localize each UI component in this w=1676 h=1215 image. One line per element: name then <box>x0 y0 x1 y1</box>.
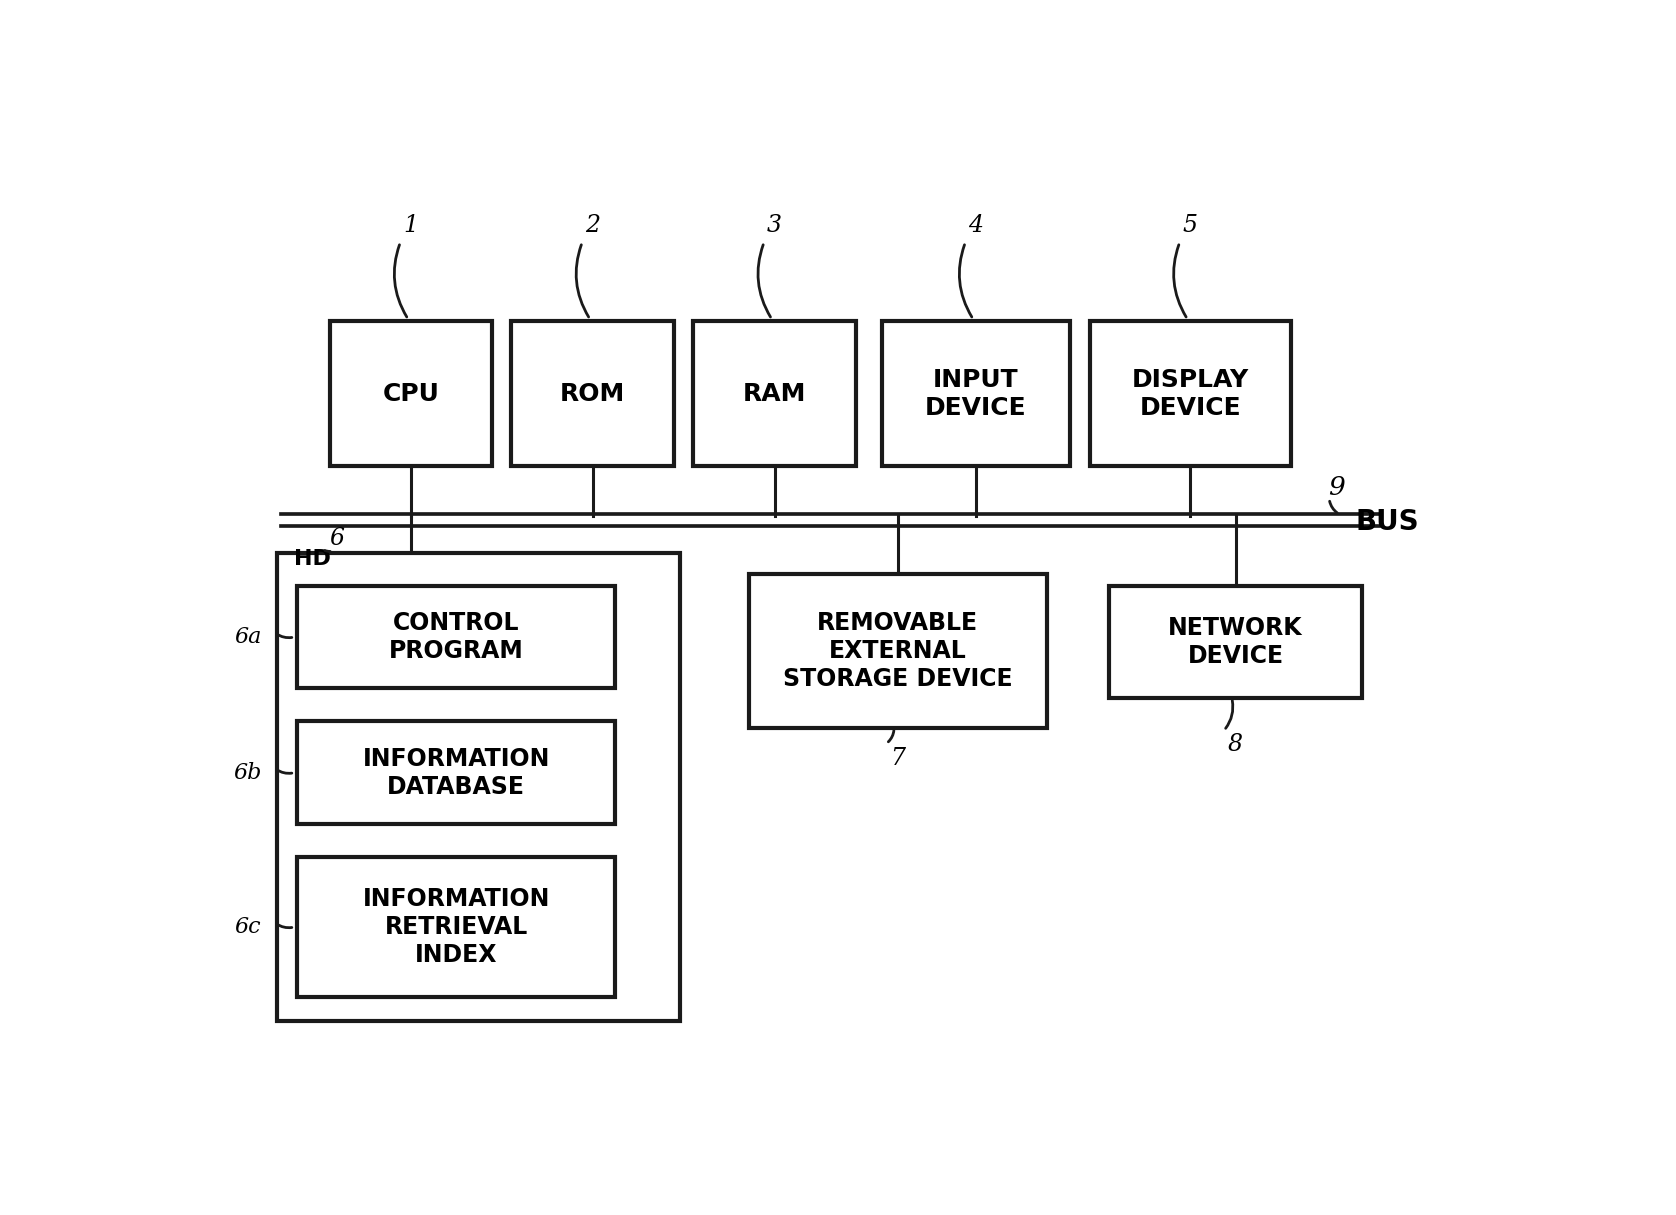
Text: REMOVABLE
EXTERNAL
STORAGE DEVICE: REMOVABLE EXTERNAL STORAGE DEVICE <box>783 611 1012 691</box>
Bar <box>511 321 674 467</box>
Text: BUS: BUS <box>1356 508 1420 536</box>
Bar <box>1110 586 1363 697</box>
Text: 6b: 6b <box>233 762 261 784</box>
Text: RAM: RAM <box>742 382 806 406</box>
Text: INFORMATION
DATABASE: INFORMATION DATABASE <box>362 747 550 798</box>
Bar <box>1089 321 1291 467</box>
Text: 5: 5 <box>1183 214 1198 237</box>
Text: CONTROL
PROGRAM: CONTROL PROGRAM <box>389 611 523 663</box>
Text: 3: 3 <box>768 214 783 237</box>
Text: CPU: CPU <box>382 382 439 406</box>
Text: INPUT
DEVICE: INPUT DEVICE <box>925 368 1027 419</box>
Text: DISPLAY
DEVICE: DISPLAY DEVICE <box>1131 368 1249 419</box>
Text: 7: 7 <box>890 747 905 770</box>
Text: 2: 2 <box>585 214 600 237</box>
Bar <box>297 857 615 998</box>
Bar <box>277 553 680 1021</box>
Text: 6a: 6a <box>235 626 261 648</box>
Text: HD: HD <box>293 549 330 569</box>
Text: 8: 8 <box>1229 733 1244 756</box>
Text: 1: 1 <box>404 214 419 237</box>
Bar <box>297 586 615 689</box>
Text: ROM: ROM <box>560 382 625 406</box>
Bar <box>882 321 1069 467</box>
Bar <box>694 321 856 467</box>
Text: 9: 9 <box>1329 475 1346 499</box>
Text: 6: 6 <box>328 527 344 550</box>
Text: INFORMATION
RETRIEVAL
INDEX: INFORMATION RETRIEVAL INDEX <box>362 887 550 967</box>
Text: 4: 4 <box>969 214 984 237</box>
Bar <box>297 722 615 824</box>
Bar <box>749 573 1048 728</box>
Bar <box>330 321 493 467</box>
Text: 6c: 6c <box>235 916 261 938</box>
Text: NETWORK
DEVICE: NETWORK DEVICE <box>1168 616 1302 667</box>
